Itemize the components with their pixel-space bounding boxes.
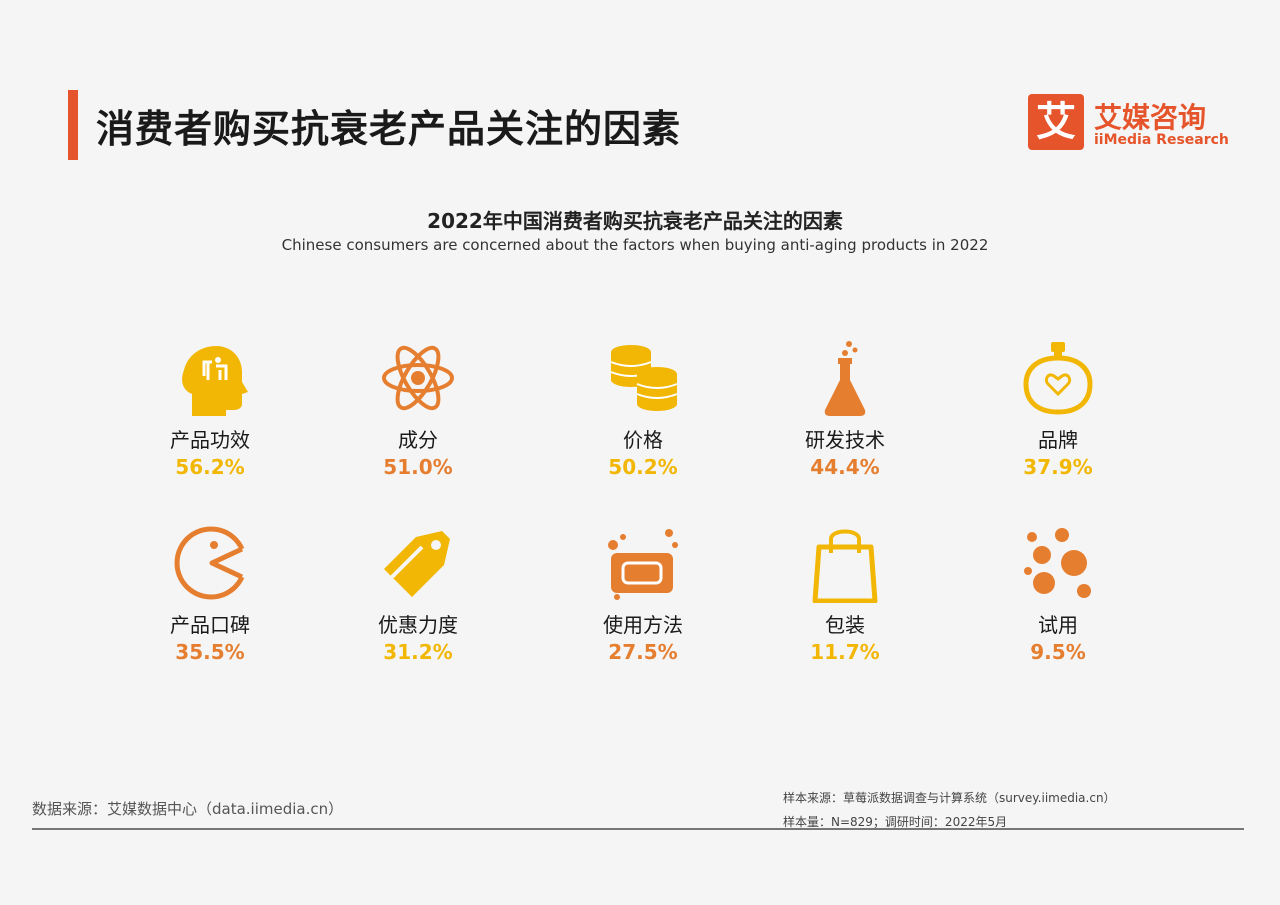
logo-en-text: iiMedia Research — [1094, 132, 1229, 148]
factor-label: 品牌 — [1038, 428, 1078, 452]
factor-label: 使用方法 — [603, 613, 683, 637]
factor-item: 产品口碑 35.5% — [120, 523, 300, 664]
pacman-icon — [174, 526, 245, 600]
factor-value: 31.2% — [383, 640, 453, 664]
factor-label: 产品口碑 — [170, 613, 250, 637]
factor-label: 优惠力度 — [378, 613, 458, 637]
tag-icon — [384, 531, 450, 597]
factor-item: 价格 50.2% — [553, 338, 733, 479]
soap-icon — [608, 529, 678, 600]
coins-icon — [610, 345, 678, 411]
chart-title: 2022年中国消费者购买抗衰老产品关注的因素 — [427, 209, 843, 233]
title-accent-bar — [68, 90, 78, 160]
logo-cn-text: 艾媒咨询 — [1094, 101, 1207, 134]
logo-mark: 艾 — [1028, 94, 1084, 150]
footer-divider — [32, 828, 1244, 830]
factor-label: 产品功效 — [170, 428, 250, 452]
perfume-icon — [1023, 342, 1093, 415]
factor-value: 27.5% — [608, 640, 678, 664]
atom-icon — [382, 345, 454, 411]
factor-item: 优惠力度 31.2% — [328, 523, 508, 664]
factor-label: 试用 — [1038, 613, 1078, 637]
factor-label: 成分 — [398, 428, 438, 452]
factor-label: 价格 — [623, 428, 663, 452]
factor-item: 使用方法 27.5% — [553, 523, 733, 664]
shopping-bag-icon — [812, 529, 878, 603]
factor-value: 50.2% — [608, 455, 678, 479]
factor-label: 研发技术 — [805, 428, 885, 452]
factor-value: 56.2% — [175, 455, 245, 479]
factor-item: 研发技术 44.4% — [755, 338, 935, 479]
chart-subtitle: Chinese consumers are concerned about th… — [281, 236, 989, 254]
sample-size: 样本量：N=829；调研时间：2022年5月 — [783, 815, 1008, 829]
iimedia-logo: 艾 艾媒咨询 iiMedia Research — [1028, 94, 1229, 154]
head-gear-icon — [182, 346, 248, 416]
factor-value: 37.9% — [1023, 455, 1093, 479]
factor-value: 11.7% — [810, 640, 880, 664]
factor-item: 产品功效 56.2% — [120, 338, 300, 479]
sample-source: 样本来源：草莓派数据调查与计算系统（survey.iimedia.cn） — [783, 791, 1116, 805]
data-source: 数据来源：艾媒数据中心（data.iimedia.cn） — [32, 800, 344, 818]
sample-info: 样本来源：草莓派数据调查与计算系统（survey.iimedia.cn） 样本量… — [783, 786, 1116, 834]
factor-value: 9.5% — [1030, 640, 1086, 664]
bubbles-icon — [1024, 528, 1091, 598]
factor-value: 35.5% — [175, 640, 245, 664]
factor-item: 品牌 37.9% — [968, 338, 1148, 479]
page-title: 消费者购买抗衰老产品关注的因素 — [96, 107, 682, 151]
factor-item: 成分 51.0% — [328, 338, 508, 479]
factor-label: 包装 — [825, 613, 865, 637]
flask-icon — [824, 341, 866, 416]
factor-item: 包装 11.7% — [755, 523, 935, 664]
factor-value: 44.4% — [810, 455, 880, 479]
factor-item: 试用 9.5% — [968, 523, 1148, 664]
factor-value: 51.0% — [383, 455, 453, 479]
